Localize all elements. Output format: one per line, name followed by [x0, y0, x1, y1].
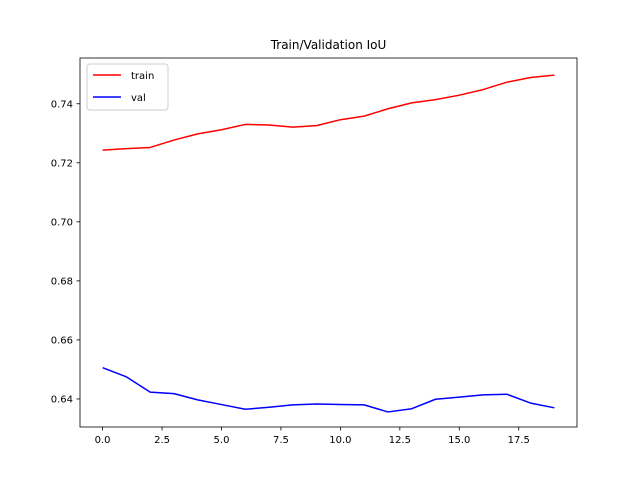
y-axis: 0.64 0.66 0.68 0.70 0.72 0.74: [51, 99, 80, 405]
y-tick-label: 0.66: [51, 335, 73, 346]
series-line-val: [102, 366, 555, 413]
legend: train val: [86, 63, 169, 111]
x-tick-label: 0.0: [95, 435, 111, 446]
legend-label-val: val: [131, 93, 146, 104]
x-tick-label: 7.5: [273, 435, 289, 446]
y-tick-label: 0.68: [51, 276, 73, 287]
plot-lines: [102, 74, 555, 413]
x-axis: 0.0 2.5 5.0 7.5 10.0 12.5 15.0 17.5: [95, 427, 530, 446]
axes-frame: [79, 57, 578, 428]
x-tick-label: 2.5: [154, 435, 170, 446]
legend-label-train: train: [131, 71, 154, 82]
y-tick-label: 0.72: [51, 158, 73, 169]
x-tick-label: 12.5: [389, 435, 411, 446]
x-tick-label: 17.5: [508, 435, 530, 446]
y-tick-label: 0.64: [51, 394, 73, 405]
x-tick-label: 5.0: [214, 435, 230, 446]
x-tick-label: 15.0: [448, 435, 470, 446]
x-tick-label: 10.0: [329, 435, 351, 446]
legend-box: [86, 63, 169, 111]
chart-title: Train/Validation IoU: [270, 38, 387, 52]
y-tick-label: 0.74: [51, 99, 73, 110]
y-tick-label: 0.70: [51, 217, 73, 228]
series-line-train: [102, 74, 555, 151]
